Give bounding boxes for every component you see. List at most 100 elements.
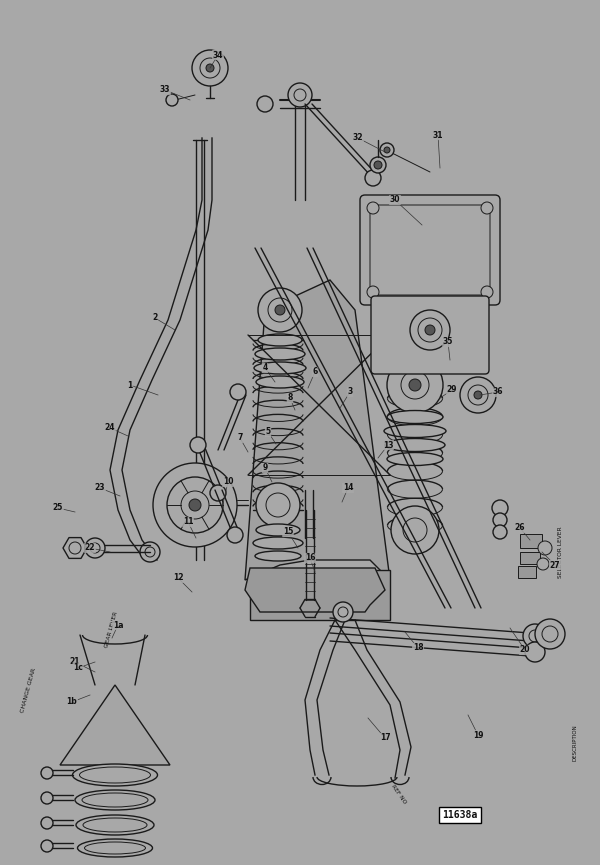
Circle shape <box>418 318 442 342</box>
Text: 4: 4 <box>262 363 268 373</box>
Circle shape <box>266 493 290 517</box>
Circle shape <box>468 385 488 405</box>
Text: 12: 12 <box>173 573 183 582</box>
FancyBboxPatch shape <box>371 296 489 374</box>
Bar <box>520 534 542 548</box>
Text: 18: 18 <box>413 644 424 652</box>
Text: DESCRIPTION: DESCRIPTION <box>572 724 577 760</box>
FancyBboxPatch shape <box>370 205 490 295</box>
Circle shape <box>230 384 246 400</box>
Circle shape <box>69 542 81 554</box>
Text: 9: 9 <box>262 464 268 472</box>
Text: 19: 19 <box>473 731 483 740</box>
Ellipse shape <box>387 411 443 424</box>
Circle shape <box>333 602 353 622</box>
Ellipse shape <box>256 524 300 536</box>
Ellipse shape <box>258 334 302 346</box>
Text: 2: 2 <box>152 313 158 323</box>
Polygon shape <box>60 685 170 765</box>
Ellipse shape <box>255 348 305 360</box>
Circle shape <box>166 94 178 106</box>
Text: 21: 21 <box>70 657 80 667</box>
Circle shape <box>200 58 220 78</box>
Text: 3: 3 <box>347 388 353 396</box>
Text: 17: 17 <box>380 734 391 742</box>
Circle shape <box>380 143 394 157</box>
Circle shape <box>391 506 439 554</box>
Circle shape <box>387 357 443 413</box>
Circle shape <box>538 541 552 555</box>
Ellipse shape <box>83 818 147 832</box>
Ellipse shape <box>387 452 443 465</box>
Text: 5: 5 <box>265 427 271 437</box>
Circle shape <box>257 96 273 112</box>
Ellipse shape <box>76 815 154 835</box>
Text: 30: 30 <box>390 195 400 204</box>
Circle shape <box>145 547 155 557</box>
Circle shape <box>85 538 105 558</box>
Text: 15: 15 <box>283 528 293 536</box>
Text: 26: 26 <box>515 523 525 533</box>
Text: 35: 35 <box>443 337 453 347</box>
Ellipse shape <box>79 767 151 783</box>
Circle shape <box>384 147 390 153</box>
Text: 23: 23 <box>95 484 105 492</box>
Ellipse shape <box>75 790 155 810</box>
Ellipse shape <box>255 551 301 561</box>
Text: 25: 25 <box>53 503 63 512</box>
Text: 20: 20 <box>520 645 530 655</box>
Circle shape <box>474 391 482 399</box>
Text: SELECTOR LEVER: SELECTOR LEVER <box>559 526 563 578</box>
Circle shape <box>370 157 386 173</box>
Circle shape <box>542 626 558 642</box>
Circle shape <box>268 298 292 322</box>
Circle shape <box>409 379 421 391</box>
Circle shape <box>189 499 201 511</box>
Circle shape <box>367 286 379 298</box>
Ellipse shape <box>253 537 303 549</box>
Ellipse shape <box>82 793 148 807</box>
Circle shape <box>403 518 427 542</box>
Circle shape <box>492 500 508 516</box>
Circle shape <box>535 619 565 649</box>
Circle shape <box>258 288 302 332</box>
Text: 1a: 1a <box>113 620 123 630</box>
Text: 8: 8 <box>287 394 293 402</box>
Text: 36: 36 <box>493 388 503 396</box>
Polygon shape <box>245 568 385 612</box>
Text: 33: 33 <box>160 86 170 94</box>
Circle shape <box>41 817 53 829</box>
Text: CHANGE GEAR: CHANGE GEAR <box>20 667 37 714</box>
Circle shape <box>523 624 547 648</box>
Circle shape <box>181 491 209 519</box>
Text: 10: 10 <box>223 477 233 486</box>
Bar <box>518 566 536 578</box>
Circle shape <box>41 767 53 779</box>
Circle shape <box>192 50 228 86</box>
Ellipse shape <box>254 362 306 374</box>
Circle shape <box>227 527 243 543</box>
Text: 11638a: 11638a <box>442 810 478 820</box>
Ellipse shape <box>385 439 445 452</box>
Text: 7: 7 <box>238 433 242 443</box>
Text: 22: 22 <box>85 543 95 553</box>
Ellipse shape <box>256 376 304 388</box>
Text: 1b: 1b <box>67 697 77 707</box>
Text: 34: 34 <box>213 50 223 60</box>
Text: 13: 13 <box>383 440 393 450</box>
Text: 1c: 1c <box>73 663 83 672</box>
Text: 6: 6 <box>313 368 317 376</box>
Circle shape <box>425 325 435 335</box>
Bar <box>520 552 540 564</box>
Circle shape <box>493 525 507 539</box>
Circle shape <box>140 542 160 562</box>
Text: 31: 31 <box>433 131 443 139</box>
Circle shape <box>367 202 379 214</box>
Circle shape <box>294 89 306 101</box>
Circle shape <box>525 642 545 662</box>
Circle shape <box>153 463 237 547</box>
Circle shape <box>41 840 53 852</box>
Circle shape <box>256 483 300 527</box>
Circle shape <box>210 485 226 501</box>
Text: 32: 32 <box>353 133 363 143</box>
